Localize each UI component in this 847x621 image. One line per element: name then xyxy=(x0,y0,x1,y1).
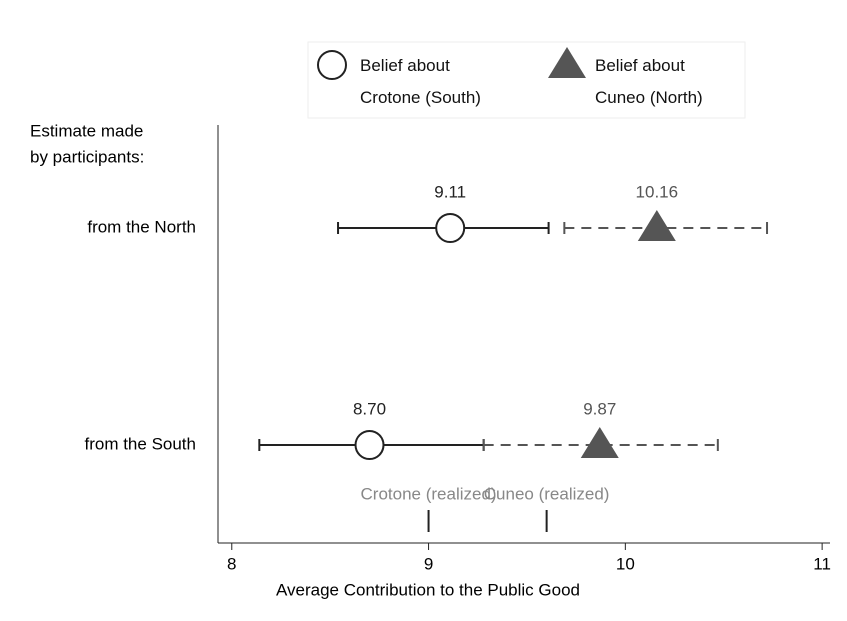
x-tick-label: 10 xyxy=(616,554,635,573)
error-bar xyxy=(482,439,719,451)
data-label: 9.87 xyxy=(583,399,616,418)
point xyxy=(637,210,676,241)
legend-label: Belief about Crotone (South) xyxy=(360,56,481,107)
point xyxy=(354,430,385,460)
error-bar xyxy=(563,222,769,234)
x-tick-label: 11 xyxy=(813,554,831,573)
point xyxy=(435,213,466,243)
reference-label: Crotone (realized) xyxy=(361,484,497,503)
legend-box xyxy=(307,41,746,119)
data-label: 8.70 xyxy=(353,399,386,418)
legend-marker xyxy=(317,50,347,80)
y-axis-label: by participants: xyxy=(30,147,144,166)
y-tick-label: from the South xyxy=(84,434,196,453)
x-tick-label: 8 xyxy=(227,554,236,573)
legend-marker xyxy=(548,47,586,78)
y-tick-label: from the North xyxy=(87,217,196,236)
point xyxy=(580,427,619,458)
data-label: 10.16 xyxy=(636,182,679,201)
data-label: 9.11 xyxy=(434,182,466,201)
x-tick-label: 9 xyxy=(424,554,433,573)
y-axis-label: Estimate made xyxy=(30,121,143,140)
legend-label: Belief about Cuneo (North) xyxy=(595,56,703,107)
x-axis-label: Average Contribution to the Public Good xyxy=(276,580,580,599)
reference-label: Cuneo (realized) xyxy=(484,484,610,503)
